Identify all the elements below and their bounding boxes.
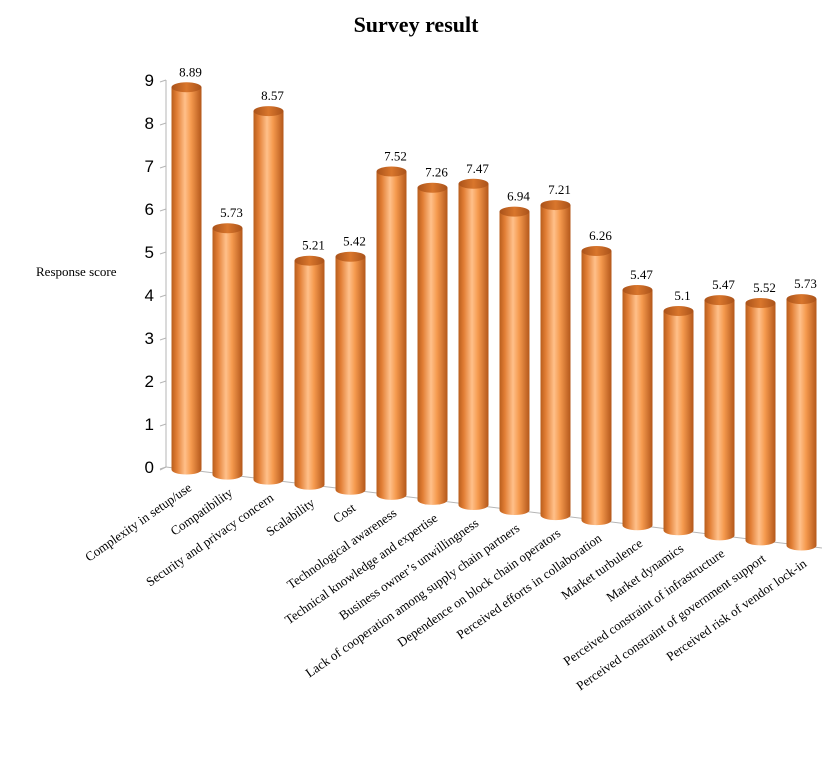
bar	[663, 305, 694, 536]
value-label: 7.21	[548, 182, 571, 197]
bar	[745, 298, 776, 546]
y-tick-label: 6	[145, 200, 154, 219]
bar-body	[581, 250, 612, 526]
y-tick-mark	[159, 423, 167, 427]
y-tick-label: 9	[145, 71, 154, 90]
y-tick-mark	[159, 208, 167, 212]
value-labels: 8.89 5.73 8.57 5.21 5.42 7.52 7.26 7.47 6.94 7.21…	[179, 64, 817, 303]
y-tick-mark	[159, 122, 167, 126]
bar	[376, 166, 407, 500]
bar-body	[294, 260, 325, 490]
bar	[540, 200, 571, 521]
bar-body	[171, 87, 202, 475]
y-tick-label: 1	[145, 415, 154, 434]
bar-body	[335, 256, 366, 495]
y-tick-mark	[159, 251, 167, 255]
bar	[335, 251, 366, 495]
value-label: 6.26	[589, 228, 612, 243]
y-axis-label: Response score	[36, 264, 117, 279]
bar-top	[376, 166, 407, 177]
x-axis-labels: Complexity in setup/useCompatibilitySecu…	[82, 480, 810, 694]
bar-body	[499, 211, 530, 516]
value-label: 5.47	[712, 277, 735, 292]
bar-top	[458, 178, 489, 189]
bar-top	[335, 251, 366, 262]
bar-body	[417, 187, 448, 505]
chart-title: Survey result	[354, 12, 480, 37]
bar-top	[212, 223, 243, 234]
y-tick-label: 2	[145, 372, 154, 391]
bar-top	[786, 294, 817, 305]
bar	[499, 206, 530, 516]
bar-body	[622, 290, 653, 531]
bar	[622, 285, 653, 531]
x-tick-label: Market turbulence	[558, 535, 645, 602]
y-tick-mark	[159, 337, 167, 341]
value-label: 5.52	[753, 280, 776, 295]
bar-body	[745, 303, 776, 546]
bar	[581, 245, 612, 526]
value-label: 7.47	[466, 161, 489, 176]
y-tick-mark	[159, 294, 167, 298]
bar-body	[253, 111, 284, 485]
y-tick-label: 8	[145, 114, 154, 133]
bar-series	[171, 82, 817, 551]
bar-top	[253, 106, 284, 117]
bar-body	[376, 171, 407, 500]
bar-body	[663, 310, 694, 536]
y-tick-mark	[159, 380, 167, 384]
value-label: 5.1	[674, 288, 690, 303]
bar-body	[786, 299, 817, 551]
bar-body	[458, 183, 489, 510]
value-label: 8.89	[179, 64, 202, 79]
value-label: 5.73	[220, 205, 243, 220]
bar	[212, 223, 243, 480]
bar-body	[540, 205, 571, 521]
value-label: 5.47	[630, 267, 653, 282]
bar	[704, 295, 735, 541]
value-label: 5.42	[343, 234, 366, 249]
y-axis-ticks: 0 1 2 3 4 5 6 7 8 9	[145, 71, 167, 477]
x-tick-label: Cost	[330, 500, 358, 526]
y-tick-mark	[159, 165, 167, 169]
y-tick-label: 7	[145, 157, 154, 176]
y-tick-mark	[159, 79, 167, 83]
bar	[458, 178, 489, 510]
bar-body	[704, 300, 735, 541]
bar-top	[663, 305, 694, 316]
bar-top	[745, 298, 776, 309]
y-tick-label: 3	[145, 329, 154, 348]
y-tick-label: 4	[145, 286, 154, 305]
bar-top	[622, 285, 653, 296]
bar-top	[704, 295, 735, 306]
value-label: 8.57	[261, 88, 284, 103]
bar-body	[212, 228, 243, 480]
bar	[253, 106, 284, 485]
bar-top	[294, 255, 325, 266]
bar-top	[540, 200, 571, 211]
bar	[786, 294, 817, 551]
value-label: 6.94	[507, 189, 530, 204]
bar	[171, 82, 202, 475]
bar	[417, 182, 448, 505]
bar-top	[581, 245, 612, 256]
y-tick-label: 5	[145, 243, 154, 262]
value-label: 5.21	[302, 238, 325, 253]
value-label: 7.26	[425, 165, 448, 180]
bar-top	[171, 82, 202, 93]
y-tick-mark	[159, 466, 167, 470]
value-label: 7.52	[384, 148, 407, 163]
bar-top	[499, 206, 530, 217]
bar-top	[417, 182, 448, 193]
value-label: 5.73	[794, 276, 817, 291]
y-tick-label: 0	[145, 458, 154, 477]
bar	[294, 255, 325, 490]
